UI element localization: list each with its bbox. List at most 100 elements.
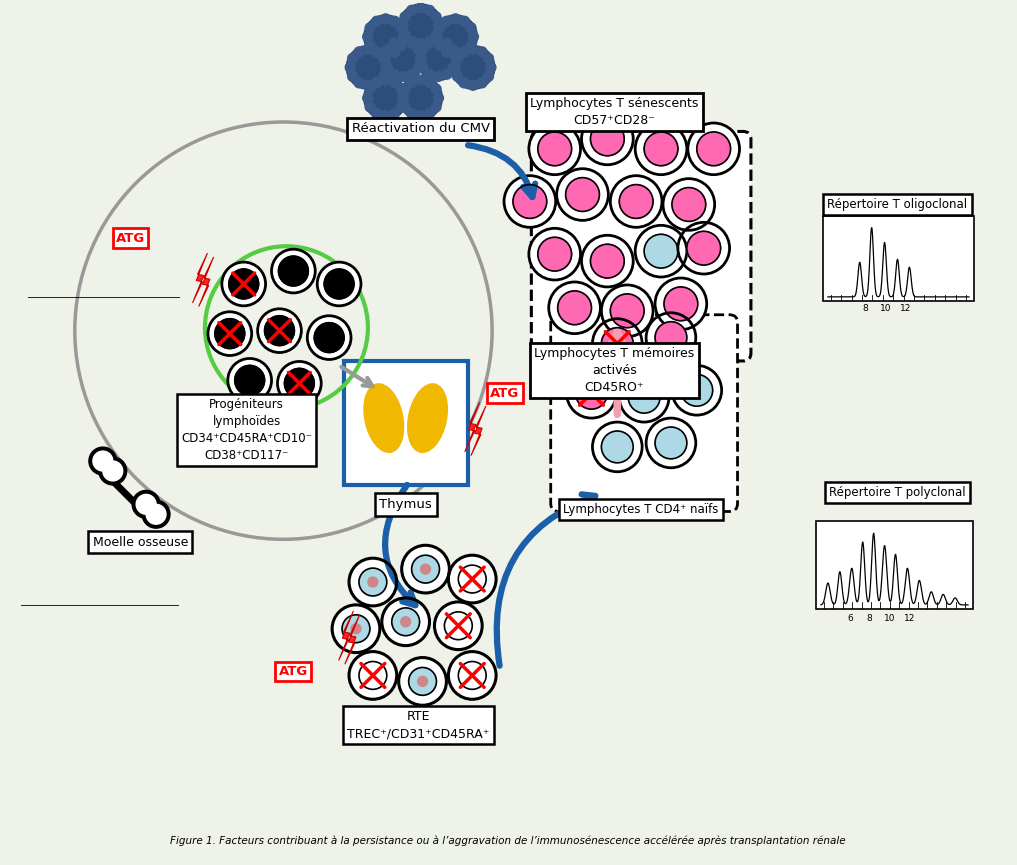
Polygon shape: [339, 611, 354, 661]
Ellipse shape: [408, 384, 447, 452]
Circle shape: [345, 62, 355, 73]
Text: 8: 8: [862, 304, 869, 313]
Circle shape: [655, 427, 686, 458]
Circle shape: [381, 36, 425, 80]
FancyBboxPatch shape: [551, 315, 737, 511]
Circle shape: [396, 41, 406, 51]
Circle shape: [207, 311, 251, 356]
Circle shape: [459, 565, 486, 593]
Circle shape: [390, 16, 400, 26]
Polygon shape: [345, 614, 360, 664]
Circle shape: [549, 282, 600, 334]
Circle shape: [400, 84, 410, 94]
Circle shape: [477, 47, 487, 57]
Circle shape: [593, 422, 642, 471]
Text: Réactivation du CMV: Réactivation du CMV: [352, 123, 489, 136]
Circle shape: [354, 78, 364, 88]
Circle shape: [400, 29, 410, 40]
Circle shape: [412, 555, 439, 583]
Text: 10: 10: [880, 304, 891, 313]
Circle shape: [363, 44, 373, 54]
Circle shape: [229, 269, 258, 299]
Circle shape: [264, 316, 294, 345]
Circle shape: [448, 62, 459, 73]
Circle shape: [566, 368, 616, 418]
Circle shape: [359, 662, 386, 689]
Circle shape: [235, 365, 264, 395]
Circle shape: [678, 222, 729, 274]
Circle shape: [365, 84, 375, 94]
Bar: [823, 216, 974, 301]
Circle shape: [460, 48, 470, 57]
Circle shape: [407, 36, 417, 47]
Circle shape: [371, 108, 381, 119]
Circle shape: [432, 32, 442, 42]
Circle shape: [390, 48, 400, 57]
Circle shape: [433, 72, 443, 81]
Ellipse shape: [364, 384, 404, 452]
Text: Lymphocytes T mémoires
activés
CD45RO⁺: Lymphocytes T mémoires activés CD45RO⁺: [534, 347, 695, 394]
Circle shape: [359, 568, 386, 596]
Text: Lymphocytes T sénescents
CD57⁺CD28⁻: Lymphocytes T sénescents CD57⁺CD28⁻: [530, 97, 699, 127]
Circle shape: [468, 44, 478, 54]
Circle shape: [477, 78, 487, 88]
Text: Progéniteurs
lymphoïdes
CD34⁺CD45RA⁺CD10⁻
CD38⁺CD117⁻: Progéniteurs lymphoïdes CD34⁺CD45RA⁺CD10…: [181, 398, 312, 462]
Circle shape: [655, 278, 707, 330]
Text: Figure 1. Facteurs contribuant à la persistance ou à l’aggravation de l’immunosé: Figure 1. Facteurs contribuant à la pers…: [170, 835, 846, 846]
Circle shape: [342, 615, 370, 643]
Circle shape: [448, 651, 496, 699]
Circle shape: [686, 231, 721, 265]
Circle shape: [421, 564, 430, 574]
Circle shape: [349, 558, 397, 606]
Polygon shape: [465, 402, 480, 452]
Circle shape: [672, 365, 722, 415]
Circle shape: [392, 608, 420, 636]
Circle shape: [442, 38, 452, 48]
Circle shape: [424, 69, 434, 79]
Circle shape: [460, 16, 470, 26]
Circle shape: [483, 71, 493, 81]
Circle shape: [418, 62, 427, 73]
Circle shape: [346, 46, 390, 89]
Circle shape: [468, 80, 478, 90]
Circle shape: [400, 102, 410, 112]
Circle shape: [351, 624, 361, 634]
Circle shape: [486, 62, 496, 73]
Circle shape: [466, 22, 476, 33]
Circle shape: [381, 598, 429, 645]
Circle shape: [483, 54, 493, 63]
Circle shape: [629, 381, 660, 413]
Circle shape: [416, 75, 425, 85]
Circle shape: [672, 188, 706, 221]
Circle shape: [441, 48, 452, 57]
Circle shape: [307, 316, 351, 360]
Circle shape: [215, 318, 245, 349]
Circle shape: [390, 38, 399, 48]
Circle shape: [452, 46, 495, 89]
Circle shape: [378, 54, 388, 63]
Circle shape: [371, 48, 381, 57]
Circle shape: [556, 169, 608, 221]
Circle shape: [459, 662, 486, 689]
Circle shape: [697, 132, 730, 166]
Text: 12: 12: [900, 304, 911, 313]
Circle shape: [371, 78, 381, 87]
Circle shape: [401, 617, 411, 627]
Circle shape: [451, 14, 461, 24]
Circle shape: [601, 328, 634, 360]
Circle shape: [228, 358, 272, 402]
Circle shape: [390, 108, 400, 119]
Circle shape: [399, 657, 446, 705]
Circle shape: [365, 22, 375, 33]
Circle shape: [399, 4, 442, 48]
Circle shape: [390, 78, 400, 87]
Circle shape: [409, 668, 436, 695]
Circle shape: [504, 176, 555, 227]
Circle shape: [407, 38, 417, 48]
Circle shape: [453, 71, 463, 81]
Circle shape: [433, 35, 443, 46]
Circle shape: [380, 14, 391, 24]
Circle shape: [364, 76, 408, 120]
Circle shape: [591, 122, 624, 156]
Text: Répertoire T oligoclonal: Répertoire T oligoclonal: [828, 198, 967, 211]
